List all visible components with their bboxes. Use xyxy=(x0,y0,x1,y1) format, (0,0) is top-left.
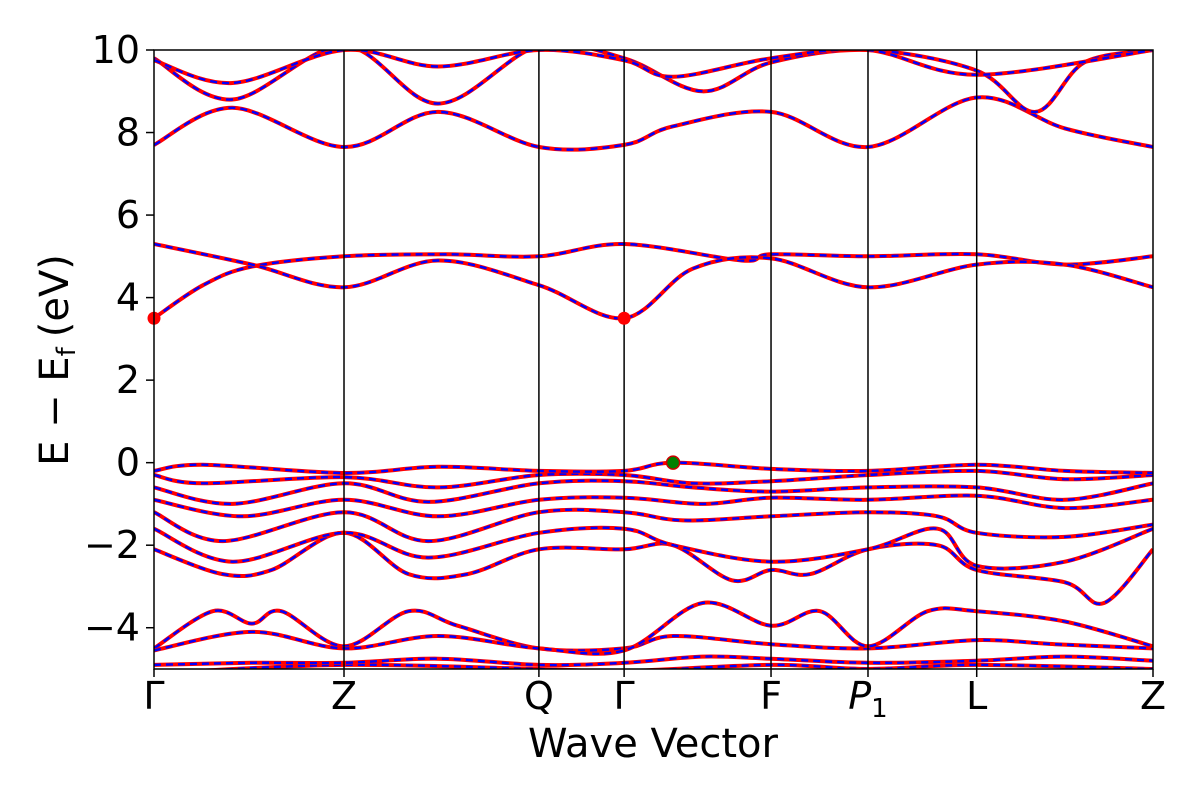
band-12-spin-down xyxy=(154,242,1153,320)
band-15-spin-up xyxy=(154,50,1153,86)
plot-frame xyxy=(153,49,1154,670)
cbm-marker xyxy=(617,311,631,325)
band-13-spin-up xyxy=(154,95,1153,152)
kpoint-lines xyxy=(343,50,978,669)
band-1-spin-down xyxy=(154,655,1153,667)
band-13-spin-down xyxy=(154,96,1153,151)
band-7-spin-down xyxy=(154,494,1153,518)
band-2-spin-down xyxy=(154,609,1153,652)
vbm-marker xyxy=(665,455,681,470)
band-9-spin-down xyxy=(154,469,1153,489)
x-tick-label: P1 xyxy=(848,674,887,724)
bands-layer xyxy=(154,50,1153,669)
y-axis-title: E − Ef (eV) xyxy=(32,254,82,466)
band-15-spin-down xyxy=(154,50,1153,85)
x-tick-label: F xyxy=(760,674,782,718)
y-tick-label: 0 xyxy=(116,441,140,485)
x-tick-label: Γ xyxy=(614,674,635,718)
band-14-spin-up xyxy=(154,50,1153,114)
x-tick-label: Z xyxy=(1140,674,1166,718)
y-axis-title-unit: (eV) xyxy=(32,254,78,337)
y-axis-title-sub: f xyxy=(52,346,82,356)
y-tick-label: 10 xyxy=(92,28,140,72)
band-2-spin-up xyxy=(154,608,1153,653)
y-axis: −4 −2 0 2 4 6 8 10 xyxy=(84,28,154,650)
band-8-spin-down xyxy=(154,479,1153,506)
band-3-spin-down xyxy=(154,601,1153,655)
y-tick-label: 4 xyxy=(116,276,140,320)
x-axis: Γ Z Q Γ F P1 L Z xyxy=(143,669,1166,724)
x-tick-label: L xyxy=(966,674,987,718)
y-tick-label: −2 xyxy=(84,523,140,567)
y-tick-label: 2 xyxy=(116,358,140,402)
y-tick-label: −4 xyxy=(84,606,140,650)
y-tick-label: 6 xyxy=(116,193,140,237)
y-tick-label: 8 xyxy=(116,111,140,155)
extrema-markers xyxy=(147,311,681,470)
band-10-spin-down xyxy=(154,461,1153,475)
y-axis-title-main: E − E xyxy=(32,356,78,466)
x-tick-label: Q xyxy=(524,674,554,718)
band-3-spin-up xyxy=(154,600,1153,656)
x-tick-label: Z xyxy=(331,674,357,718)
x-axis-title: Wave Vector xyxy=(528,721,779,767)
band-6-spin-down xyxy=(154,508,1153,543)
x-tick-label: Γ xyxy=(143,674,164,718)
